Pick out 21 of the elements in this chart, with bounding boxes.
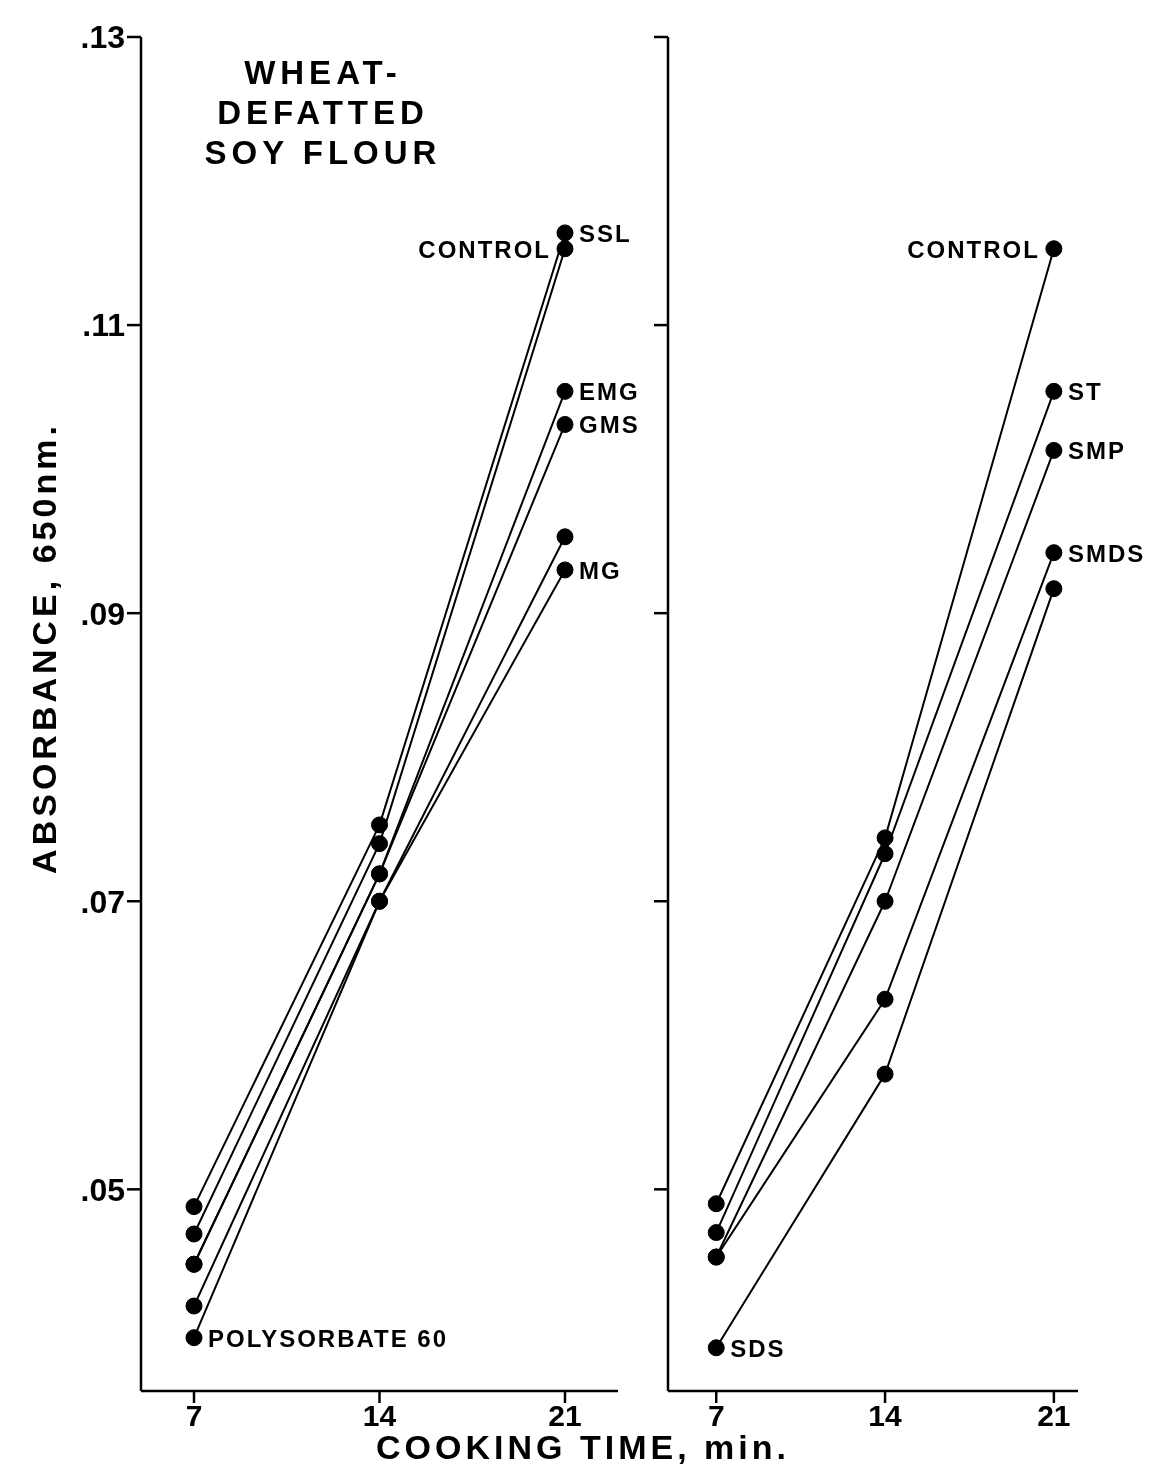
- y-tick-label: .11: [82, 307, 125, 344]
- y-axis-title: ABSORBANCE, 650nm.: [24, 422, 64, 874]
- x-tick-label: 7: [185, 1399, 203, 1433]
- series-label: ST: [1067, 378, 1103, 406]
- series-label: SDS: [730, 1334, 786, 1362]
- x-tick-label: 14: [868, 1399, 903, 1433]
- series-label: SMDS: [1067, 539, 1146, 567]
- series-label: POLYSORBATE 60: [208, 1324, 449, 1352]
- series-label: SMP: [1067, 437, 1126, 465]
- y-tick-label: .13: [80, 19, 125, 56]
- series-label: GMS: [579, 411, 640, 439]
- x-tick-label: 21: [1037, 1399, 1071, 1433]
- series-label: EMG: [579, 378, 640, 406]
- text: WHEAT-DEFATTED SOY FLOUR: [203, 53, 443, 173]
- y-tick-label: .05: [80, 1171, 125, 1208]
- series-label: SSL: [579, 219, 632, 247]
- series-label: CONTROL: [418, 235, 551, 263]
- series-label: CONTROL: [907, 235, 1040, 263]
- y-tick-label: .09: [80, 595, 125, 632]
- series-label: MG: [579, 556, 622, 584]
- y-tick-label: .07: [80, 883, 125, 920]
